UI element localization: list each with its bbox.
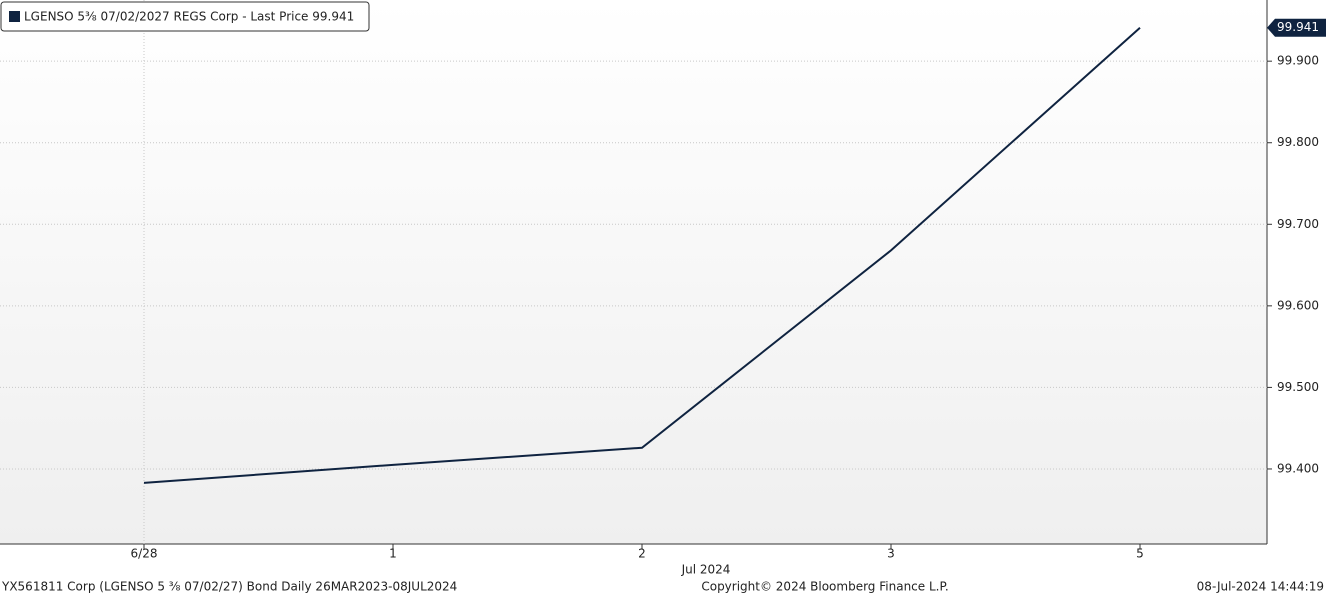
last-price-tag (1267, 18, 1326, 37)
x-tick-label: 3 (887, 547, 895, 561)
last-price-label: 99.941 (1277, 20, 1319, 34)
x-tick-label: 5 (1136, 547, 1144, 561)
y-tick-label: 99.400 (1277, 461, 1319, 475)
legend-swatch (9, 11, 20, 22)
y-tick-label: 99.800 (1277, 135, 1319, 149)
legend-box (0, 1, 370, 32)
y-tick-label: 99.500 (1277, 380, 1319, 394)
price-line (143, 26, 1141, 484)
legend: LGENSO 5⅜ 07/02/2027 REGS Corp - Last Pr… (0, 1, 370, 32)
x-period-label: Jul 2024 (681, 563, 731, 577)
y-tick-label: 99.700 (1277, 217, 1319, 231)
x-tick-label: 6/28 (131, 547, 158, 561)
footer-center: Copyright© 2024 Bloomberg Finance L.P. (701, 580, 948, 594)
plot-area (0, 0, 1267, 544)
y-tick-label: 99.600 (1277, 298, 1319, 312)
legend-label: LGENSO 5⅜ 07/02/2027 REGS Corp - Last Pr… (24, 10, 354, 24)
footer-left: YX561811 Corp (LGENSO 5 ⅜ 07/02/27) Bond… (1, 580, 457, 594)
x-tick-label: 1 (389, 547, 397, 561)
x-tick-label: 2 (638, 547, 646, 561)
y-tick-label: 99.900 (1277, 54, 1319, 68)
footer-right: 08-Jul-2024 14:44:19 (1197, 580, 1324, 594)
